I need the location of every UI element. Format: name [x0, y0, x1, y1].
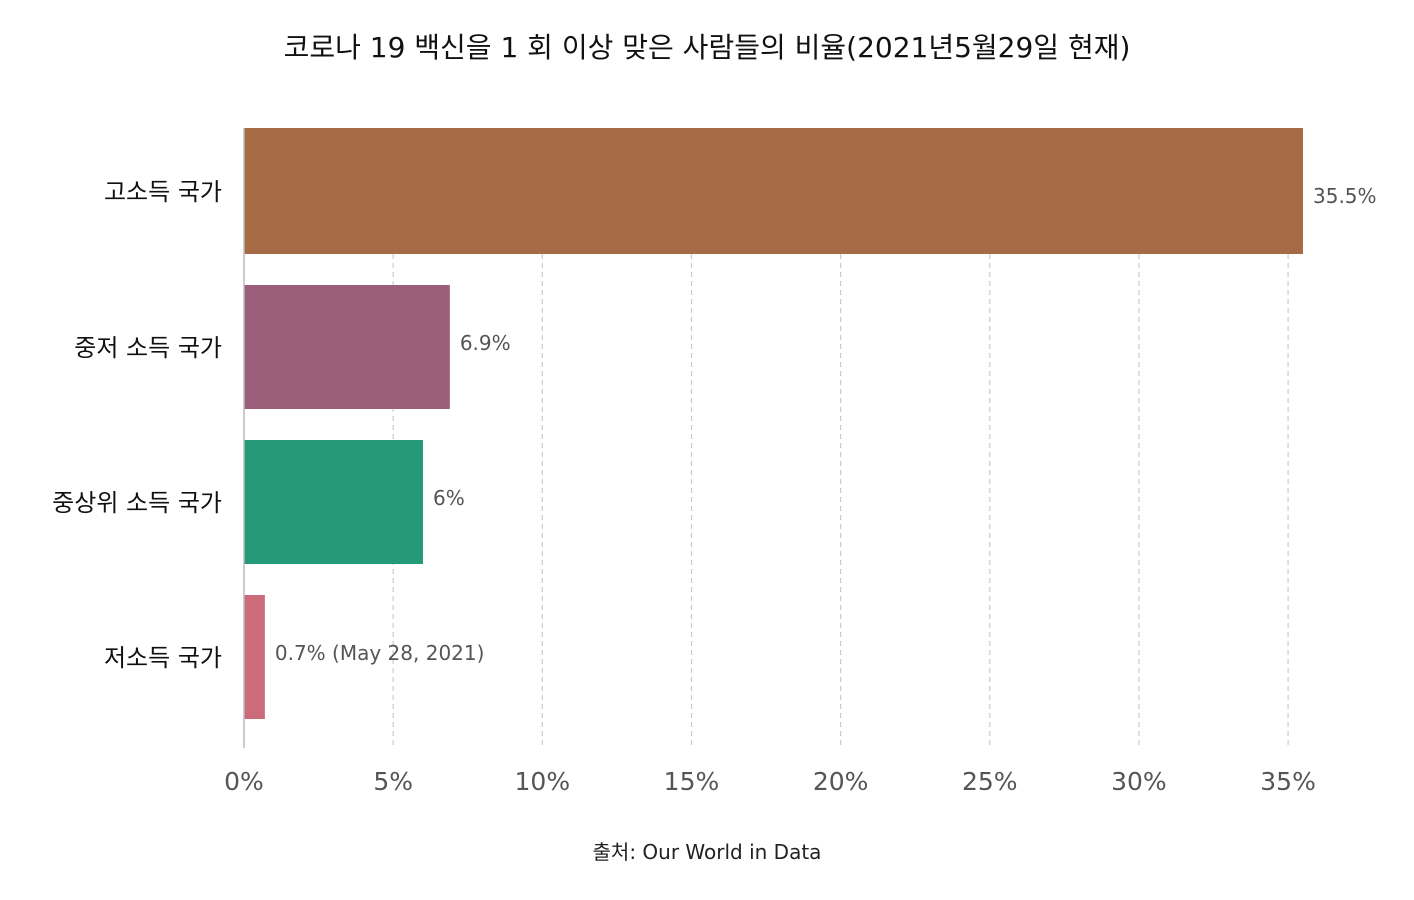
chart-title: 코로나 19 백신을 1 회 이상 맞은 사람들의 비율(2021년5월29일 … [283, 31, 1131, 64]
x-tick-label: 10% [515, 767, 571, 796]
category-label: 저소득 국가 [104, 644, 222, 672]
category-label: 중저 소득 국가 [74, 334, 222, 362]
x-tick-label: 15% [664, 767, 720, 796]
x-tick-label: 25% [962, 767, 1018, 796]
data-label: 6.9% [460, 331, 511, 355]
bars: 35.5% 6.9% 6% 0.7% (May 28, 2021) [244, 128, 1377, 719]
bar [244, 128, 1303, 254]
data-label: 6% [433, 486, 465, 510]
bar [244, 595, 265, 719]
source-note: 출처: Our World in Data [592, 840, 822, 864]
data-label: 35.5% [1313, 184, 1377, 208]
bar [244, 285, 450, 409]
category-label: 중상위 소득 국가 [52, 489, 222, 517]
bar [244, 440, 423, 564]
data-label: 0.7% (May 28, 2021) [275, 641, 485, 665]
x-tick-label: 5% [373, 767, 413, 796]
x-tick-label: 0% [224, 767, 264, 796]
x-tick-label: 20% [813, 767, 869, 796]
x-tick-label: 35% [1260, 767, 1316, 796]
category-label: 고소득 국가 [104, 178, 222, 206]
x-tick-label: 30% [1111, 767, 1167, 796]
